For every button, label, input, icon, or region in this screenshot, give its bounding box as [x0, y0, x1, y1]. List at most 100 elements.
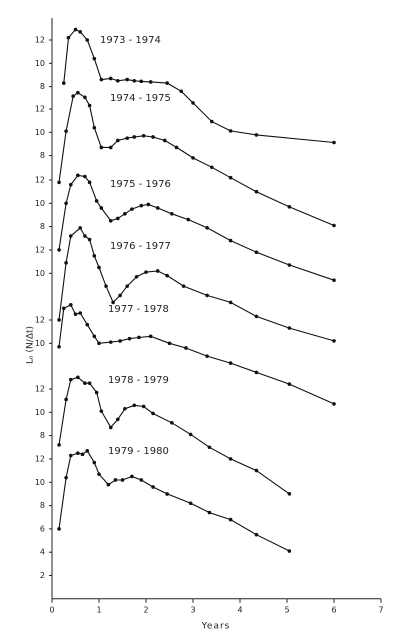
point — [137, 335, 141, 340]
point — [125, 284, 129, 288]
point — [99, 77, 104, 82]
point — [205, 293, 209, 298]
point — [116, 78, 120, 83]
point — [146, 202, 151, 207]
panel-title: 1978 - 1979 — [108, 375, 169, 386]
point — [104, 284, 108, 288]
point — [207, 510, 212, 515]
point — [170, 420, 174, 425]
point — [254, 468, 259, 473]
point — [64, 397, 68, 402]
point — [170, 211, 174, 216]
point — [132, 78, 137, 83]
point — [287, 263, 292, 267]
point — [78, 226, 82, 230]
y-tick-label: 12 — [35, 385, 45, 394]
point — [87, 237, 92, 242]
point — [332, 402, 336, 406]
point — [228, 457, 233, 461]
point — [73, 312, 78, 316]
y-tick-label: 8 — [40, 151, 45, 160]
point — [179, 89, 184, 94]
point — [83, 174, 87, 179]
point — [287, 549, 292, 553]
point — [97, 265, 101, 270]
point — [108, 218, 113, 223]
point — [210, 165, 214, 170]
point — [228, 238, 233, 243]
point — [148, 80, 153, 84]
point — [254, 532, 259, 537]
point — [108, 425, 113, 430]
point — [64, 201, 68, 206]
point — [57, 248, 61, 252]
x-tick-label: 2 — [143, 605, 148, 614]
point — [141, 404, 146, 409]
point — [87, 103, 92, 108]
y-tick-label: 10 — [35, 128, 45, 137]
point — [78, 311, 82, 315]
point — [254, 370, 259, 375]
x-tick-label: 6 — [331, 605, 336, 614]
point — [76, 90, 80, 95]
series-line — [58, 174, 335, 281]
point — [151, 135, 155, 139]
point — [205, 225, 209, 230]
point — [148, 334, 153, 339]
point — [287, 382, 292, 386]
y-tick-label: 8 — [40, 222, 45, 231]
point — [94, 390, 99, 395]
point — [85, 322, 90, 327]
point — [207, 445, 212, 450]
point — [130, 474, 134, 479]
point — [83, 381, 87, 385]
y-tick-label: 12 — [35, 316, 45, 325]
panel-title: 1979 - 1980 — [108, 446, 169, 457]
y-tick-label: 10 — [35, 339, 45, 348]
point — [191, 156, 195, 160]
point — [116, 417, 120, 422]
point — [254, 133, 259, 137]
point — [92, 56, 97, 61]
series-line — [58, 92, 335, 227]
point — [108, 76, 113, 81]
point — [106, 482, 111, 487]
point — [188, 432, 193, 437]
point — [191, 101, 195, 105]
point — [151, 411, 155, 416]
point — [69, 453, 73, 458]
point — [92, 254, 97, 258]
point — [228, 300, 233, 305]
point — [165, 492, 169, 496]
point — [118, 339, 122, 343]
point — [92, 125, 97, 130]
point — [57, 318, 61, 322]
point — [151, 485, 155, 489]
point — [99, 206, 104, 210]
panel-title: 1973 - 1974 — [100, 35, 161, 46]
panel-title: 1977 - 1978 — [108, 304, 169, 315]
point — [181, 284, 186, 288]
point — [87, 381, 92, 385]
y-tick-label: 8 — [40, 501, 45, 510]
y-tick-label: 8 — [40, 431, 45, 440]
point — [57, 344, 61, 349]
point — [99, 409, 104, 413]
point — [87, 180, 92, 185]
point — [155, 206, 160, 210]
y-tick-label: 12 — [35, 246, 45, 255]
x-tick-label: 0 — [49, 605, 54, 614]
point — [123, 211, 127, 216]
point — [141, 133, 146, 138]
point — [57, 180, 61, 185]
point — [97, 341, 101, 346]
point — [134, 274, 139, 279]
x-tick-label: 4 — [237, 605, 242, 614]
point — [99, 145, 104, 150]
y-tick-label: 12 — [35, 176, 45, 185]
point — [127, 336, 132, 341]
y-axis-label: Lₒ (N/Δt) — [26, 326, 36, 364]
panel-title: 1976 - 1977 — [110, 241, 171, 252]
panel-title: 1974 - 1975 — [110, 93, 171, 104]
